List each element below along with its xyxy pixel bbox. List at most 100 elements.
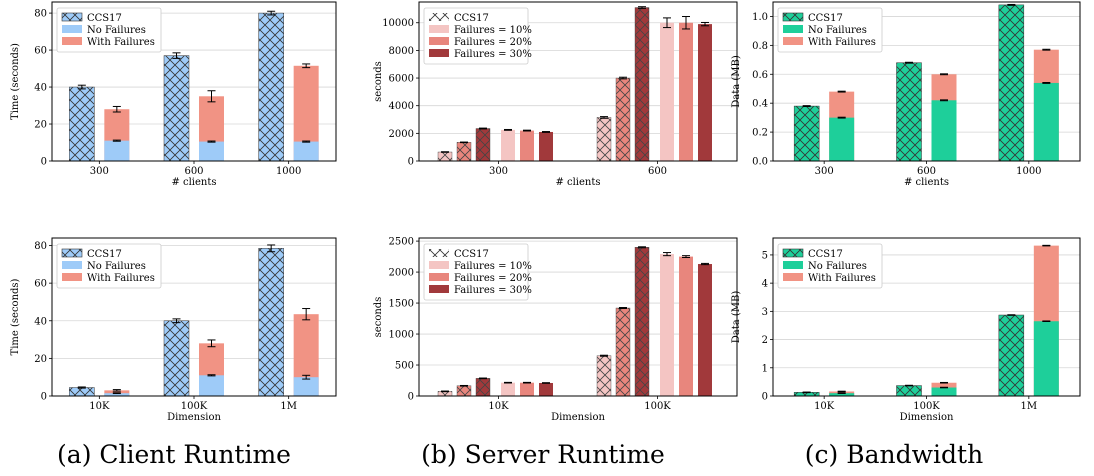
legend-box: [423, 7, 529, 65]
y-axis-label: Data (MB): [731, 55, 742, 108]
x-tick-label: 300: [815, 166, 834, 177]
y-tick-label: 1500: [389, 299, 414, 310]
bar-ccs17-hatch: [456, 385, 472, 397]
y-tick-label: 40: [34, 83, 47, 94]
legend-label: CCS17: [454, 249, 489, 260]
bar-ccs17-hatch: [634, 247, 650, 397]
legend-label: Failures = 20%: [454, 273, 532, 284]
x-tick-label: 10K: [814, 401, 835, 412]
caption-bandwidth: (c) Bandwidth: [804, 440, 984, 469]
bar-no-failures: [829, 393, 855, 396]
bar-ccs17-hatch: [793, 105, 820, 162]
x-axis-label: # clients: [555, 177, 600, 188]
legend-swatch: [429, 37, 449, 45]
y-tick-label: 60: [34, 46, 47, 57]
legend-swatch: [783, 261, 803, 269]
y-tick-label: 10000: [382, 18, 414, 29]
bar-ccs17-hatch: [475, 378, 491, 397]
bar-ccs17-hatch: [896, 385, 922, 397]
legend-swatch: [429, 261, 449, 269]
y-tick-label: 2000: [389, 129, 414, 140]
chart-c2: 0 1 2 3 4 5 Data (MB) Dimension 10K 100K 1M CCS17No…: [731, 237, 1081, 423]
bar-ccs17-hatch: [596, 117, 612, 162]
bar-failures: [520, 382, 534, 396]
bar-failures: [698, 24, 712, 162]
legend-box: [777, 243, 883, 289]
y-tick-label: 500: [395, 361, 414, 372]
legend-label: With Failures: [87, 37, 155, 48]
y-axis-label: Data (MB): [731, 291, 742, 344]
legend-label: No Failures: [808, 261, 867, 272]
legend-label: With Failures: [808, 273, 876, 284]
bar-no-failures: [931, 387, 957, 396]
y-tick-label: 0: [408, 157, 414, 168]
legend-swatch: [783, 273, 803, 281]
y-tick-label: 80: [34, 241, 47, 252]
plot-frame: [418, 1, 738, 162]
y-tick-label: 0.2: [752, 128, 768, 139]
chart-b2: 0 500 1000 1500 2000 2500 seconds Dimension 10K 1…: [373, 237, 738, 423]
plot-frame: [418, 237, 738, 397]
x-tick-label: 600: [648, 166, 667, 177]
y-tick-label: 1000: [389, 330, 414, 341]
bar-ccs17-hatch: [456, 142, 472, 162]
chart-b1: 0 2000 4000 6000 8000 10000 seconds # clients 30…: [373, 1, 738, 188]
x-tick-label: 10K: [89, 401, 110, 412]
bar-no-failures: [931, 100, 957, 161]
bar-failures: [501, 382, 515, 396]
bar-ccs17-hatch: [163, 55, 190, 162]
legend-swatch: [429, 49, 449, 57]
bar-no-failures: [293, 377, 319, 396]
plot-frame: [772, 237, 1081, 397]
bar-no-failures: [199, 141, 224, 161]
legend-label: CCS17: [454, 13, 489, 24]
legend-label: CCS17: [87, 13, 122, 24]
x-tick-label: 100K: [644, 401, 671, 412]
y-tick-label: 0.4: [752, 99, 768, 110]
y-tick-label: 2500: [389, 237, 414, 248]
y-tick-label: 3: [762, 307, 768, 318]
legend-label: Failures = 10%: [454, 25, 532, 36]
y-axis-label: Time (seconds): [10, 43, 21, 120]
x-tick-label: 1M: [280, 401, 297, 412]
legend-label: No Failures: [808, 25, 867, 36]
legend-swatch: [783, 37, 803, 45]
legend-swatch: [62, 261, 82, 269]
legend-swatch: [429, 285, 449, 293]
y-tick-label: 4: [762, 279, 768, 290]
x-axis-label: Dimension: [900, 412, 954, 423]
bar-ccs17-hatch: [258, 12, 284, 162]
y-tick-label: 2: [762, 335, 768, 346]
x-tick-label: 1M: [1021, 401, 1038, 412]
bar-ccs17-hatch: [896, 62, 922, 162]
bar-ccs17-hatch: [163, 320, 190, 397]
x-tick-label: 100K: [913, 401, 940, 412]
bar-ccs17-hatch: [69, 387, 95, 397]
bar-no-failures: [1033, 82, 1059, 161]
legend-box: [56, 7, 162, 53]
legend-box: [423, 243, 529, 301]
x-tick-label: 100K: [181, 401, 208, 412]
bar-no-failures: [829, 117, 855, 161]
legend-label: Failures = 20%: [454, 37, 532, 48]
chart-a2: 0 20 40 60 80 Time (seconds) Dimension 10K 100K 1…: [10, 237, 337, 423]
y-tick-label: 20: [34, 354, 47, 365]
bar-ccs17-hatch: [69, 86, 95, 162]
x-tick-label: 600: [917, 166, 936, 177]
x-tick-label: 300: [489, 166, 508, 177]
bar-ccs17-hatch: [998, 314, 1025, 397]
bar-ccs17-hatch: [475, 128, 491, 162]
legend-label: Failures = 30%: [454, 49, 532, 60]
plot-frame: [772, 1, 1081, 162]
legend-swatch-hatch: [783, 13, 803, 21]
y-tick-label: 0.8: [752, 41, 768, 52]
x-axis-label: Dimension: [167, 412, 221, 423]
y-tick-label: 40: [34, 316, 47, 327]
x-tick-label: 300: [90, 166, 109, 177]
bar-ccs17-hatch: [998, 4, 1025, 162]
y-tick-label: 4000: [389, 101, 414, 112]
y-tick-label: 80: [34, 9, 47, 20]
x-tick-label: 600: [184, 166, 203, 177]
bar-failures: [539, 131, 553, 161]
y-tick-label: 8000: [389, 46, 414, 57]
